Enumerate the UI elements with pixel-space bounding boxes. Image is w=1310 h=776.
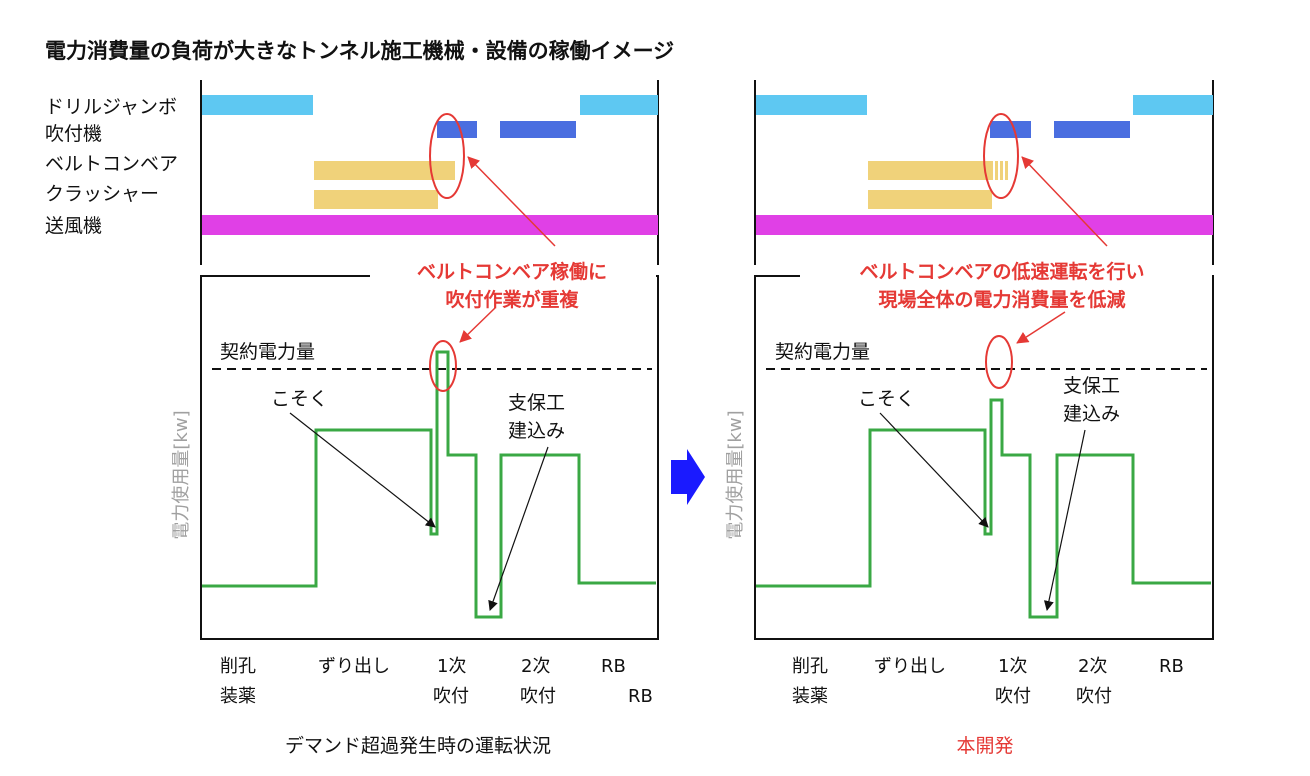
left-kosoku-arrow <box>289 412 436 528</box>
left-label-shiho-1: 支保工 <box>508 392 565 414</box>
right-label-shiho-1: 支保工 <box>1063 375 1120 397</box>
left-panel: ベルトコンベア稼働に 吹付作業が重複 契約電力量 電力使用量[kw] こそく 支… <box>171 80 659 757</box>
right-bar-drill-1 <box>756 95 867 115</box>
right-label-shiho-2: 建込み <box>1063 403 1120 425</box>
right-phase-ichiji: 1次 <box>998 656 1027 677</box>
left-callout-arrow-down <box>459 307 496 343</box>
right-phase-fukitsuke-2: 吹付 <box>1076 686 1112 707</box>
page-title: 電力消費量の負荷が大きなトンネル施工機械・設備の稼働イメージ <box>45 39 674 63</box>
right-bar-conveyor <box>868 161 992 180</box>
left-phase-niji: 2次 <box>521 656 550 677</box>
right-y-axis-label: 電力使用量[kw] <box>725 410 746 539</box>
right-overlap-ellipse <box>983 113 1019 199</box>
right-label-kosoku: こそく <box>858 388 915 410</box>
right-bar-drill-2 <box>1133 95 1213 115</box>
right-caption: 本開発 <box>956 735 1013 757</box>
left-bar-sprayer-1 <box>437 121 477 138</box>
right-callout-line-2: 現場全体の電力消費量を低減 <box>878 288 1125 311</box>
left-callout-bg <box>370 255 656 317</box>
right-panel: ベルトコンベアの低速運転を行い 現場全体の電力消費量を低減 契約電力量 電力使用… <box>725 80 1214 757</box>
label-fan: 送風機 <box>45 215 102 237</box>
right-phase-rb: RB <box>1159 656 1184 677</box>
left-phase-souyaku: 装薬 <box>220 686 256 707</box>
right-phase-zuri: ずり出し <box>874 656 946 677</box>
right-callout-line-1: ベルトコンベアの低速運転を行い <box>859 260 1144 283</box>
left-phase-rb-2: RB <box>628 686 653 707</box>
left-phase-sakko: 削孔 <box>220 656 256 677</box>
label-drill-jumbo: ドリルジャンボ <box>45 96 177 118</box>
right-kosoku-arrow <box>879 412 989 528</box>
left-callout-line-1: ベルトコンベア稼働に <box>417 260 607 283</box>
right-callout-bg <box>800 255 1212 317</box>
right-callout-arrow-down <box>1016 311 1066 344</box>
left-phase-ichiji: 1次 <box>437 656 466 677</box>
left-overlap-ellipse <box>429 113 465 199</box>
right-phase-labels: 削孔 装薬 ずり出し 1次 吹付 2次 吹付 RB <box>792 656 1184 707</box>
right-phase-sakko: 削孔 <box>792 656 828 677</box>
left-phase-fukitsuke-2: 吹付 <box>520 686 556 707</box>
left-y-axis-label: 電力使用量[kw] <box>171 410 192 539</box>
right-contract-label: 契約電力量 <box>775 341 870 363</box>
left-phase-rb-1: RB <box>601 656 626 677</box>
left-bar-drill-2 <box>580 95 658 115</box>
left-peak-ellipse <box>429 340 457 392</box>
label-crusher: クラッシャー <box>45 183 159 205</box>
right-phase-fukitsuke-1: 吹付 <box>995 686 1031 707</box>
left-bar-conveyor <box>314 161 455 180</box>
right-callout-arrow-up <box>1021 156 1108 247</box>
left-label-kosoku: こそく <box>271 388 328 410</box>
label-belt-conveyor: ベルトコンベア <box>45 153 178 175</box>
transition-arrow-icon <box>671 449 705 505</box>
right-peak-ellipse <box>985 335 1013 389</box>
left-bar-drill-1 <box>202 95 313 115</box>
label-sprayer: 吹付機 <box>45 123 102 145</box>
left-shiho-arrow <box>488 446 549 611</box>
right-power-line <box>756 398 1211 619</box>
left-phase-labels: 削孔 装薬 ずり出し 1次 吹付 2次 吹付 RB RB <box>220 656 653 707</box>
right-phase-souyaku: 装薬 <box>792 686 828 707</box>
left-power-line <box>202 350 656 619</box>
left-caption: デマンド超過発生時の運転状況 <box>285 735 551 757</box>
left-label-shiho-2: 建込み <box>508 420 565 442</box>
left-bar-crusher <box>314 190 438 209</box>
right-phase-niji: 2次 <box>1078 656 1107 677</box>
right-shiho-arrow <box>1043 429 1086 611</box>
right-bar-fan <box>756 215 1213 235</box>
left-phase-zuri: ずり出し <box>318 656 390 677</box>
left-callout-arrow-up <box>467 156 556 247</box>
left-bar-sprayer-2 <box>500 121 576 138</box>
left-phase-fukitsuke-1: 吹付 <box>433 686 469 707</box>
left-bar-fan <box>202 215 658 235</box>
right-bar-sprayer-2 <box>1054 121 1130 138</box>
right-bar-crusher <box>868 190 992 209</box>
right-bar-sprayer-1 <box>990 121 1031 138</box>
equipment-labels: ドリルジャンボ 吹付機 ベルトコンベア クラッシャー 送風機 <box>45 96 178 237</box>
left-callout-line-2: 吹付作業が重複 <box>445 288 579 311</box>
left-contract-label: 契約電力量 <box>220 341 315 363</box>
right-bar-conveyor-lowspeed <box>992 161 1010 180</box>
